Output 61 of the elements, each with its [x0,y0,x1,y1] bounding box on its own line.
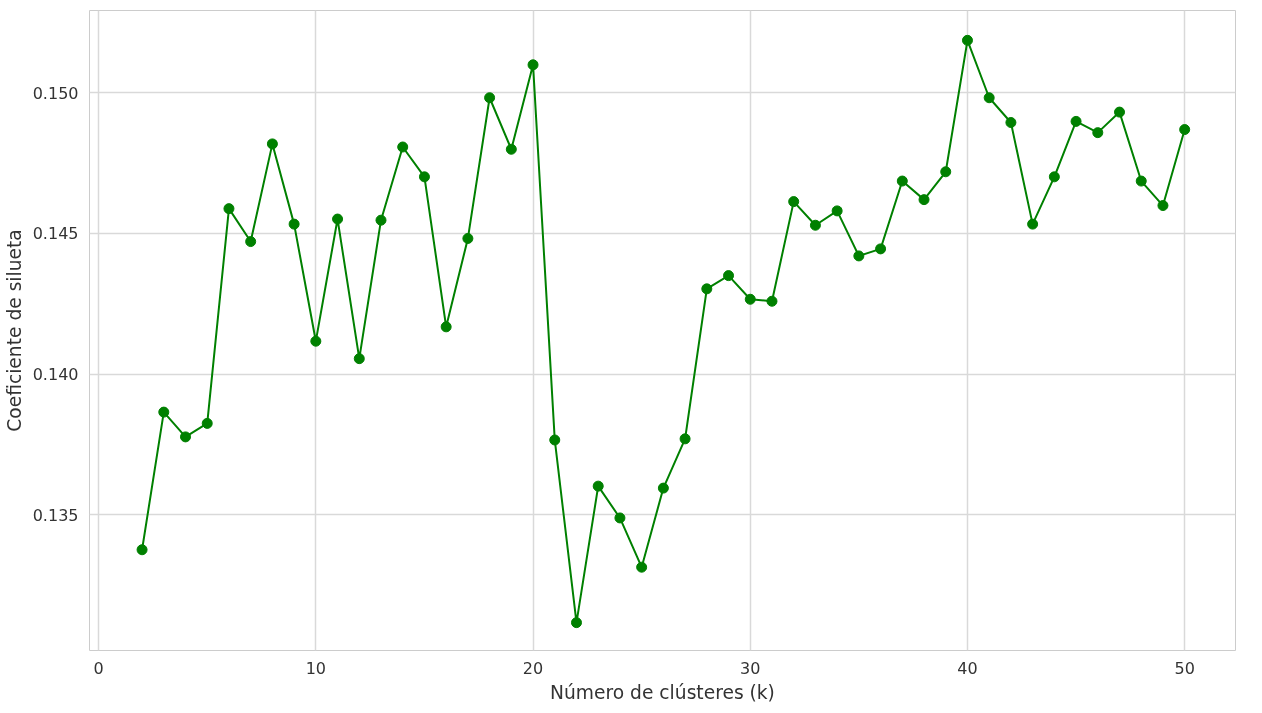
y-tick-label: 0.140 [32,365,79,385]
point [766,295,778,307]
point [180,431,192,443]
point [1070,115,1082,127]
y-axis-title: Coeficiente de silueta [3,229,25,432]
point [701,283,713,295]
point [440,321,452,333]
point [940,166,952,178]
point [744,293,756,305]
point [983,92,995,104]
point [570,617,582,629]
x-tick-label: 30 [740,658,761,678]
point [1048,171,1060,183]
point [310,335,322,347]
point [723,270,735,282]
point [527,59,539,71]
point [332,213,344,225]
point [353,353,365,365]
point [788,196,800,208]
point [831,205,843,217]
point [288,218,300,230]
y-tick-label: 0.145 [32,224,79,244]
point [266,138,278,150]
point [1157,200,1169,212]
point [136,544,148,556]
point [614,512,626,524]
point [1135,175,1147,187]
x-tick-label: 40 [957,658,978,678]
x-tick-label: 50 [1174,658,1195,678]
point [549,434,561,446]
point [875,243,887,255]
point [505,143,517,155]
point [636,561,648,573]
y-tick-label: 0.150 [32,83,79,103]
point [1179,124,1191,136]
y-tick-label: 0.135 [32,505,79,525]
point [657,482,669,494]
point [679,433,691,445]
point [158,406,170,418]
x-tick-label: 20 [522,658,544,678]
point [896,175,908,187]
point [592,480,604,492]
point [1027,218,1039,230]
point [397,141,409,153]
point [201,417,213,429]
point [375,214,387,226]
point [918,194,930,206]
x-axis-title: Número de clústeres (k) [550,681,775,703]
point [418,171,430,183]
point [1114,106,1126,118]
point [223,203,235,215]
point [484,92,496,104]
point [809,219,821,231]
x-tick-label: 0 [93,658,104,678]
point [245,236,257,248]
x-tick-label: 10 [305,658,327,678]
point [462,232,474,244]
point [853,250,865,262]
point [961,34,973,46]
point [1092,127,1104,139]
point [1005,117,1017,128]
